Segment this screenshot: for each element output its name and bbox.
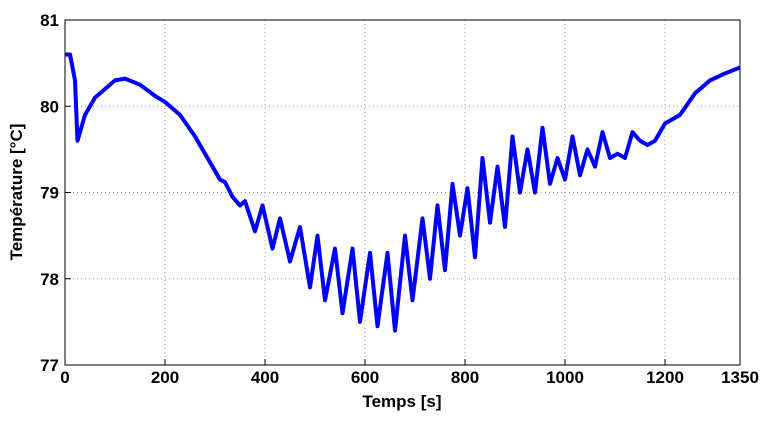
x-tick-label: 400 — [251, 368, 279, 387]
data-line — [65, 52, 741, 333]
y-axis-label: Température [°C] — [7, 124, 26, 261]
y-tick-label: 81 — [40, 11, 59, 30]
y-tick-label: 80 — [40, 97, 59, 116]
x-axis-label: Temps [s] — [362, 392, 441, 411]
x-tick-label: 200 — [151, 368, 179, 387]
plot-frame — [64, 19, 741, 366]
x-tick-label: 0 — [60, 368, 69, 387]
x-tick-label: 600 — [351, 368, 379, 387]
x-tick-label: 800 — [451, 368, 479, 387]
x-tick-label: 1200 — [646, 368, 684, 387]
y-tick-label: 78 — [40, 270, 59, 289]
y-tick-label: 79 — [40, 184, 59, 203]
x-tick-label: 1000 — [546, 368, 584, 387]
x-tick-label: 1350 — [721, 368, 759, 387]
y-tick-label: 77 — [40, 356, 59, 375]
